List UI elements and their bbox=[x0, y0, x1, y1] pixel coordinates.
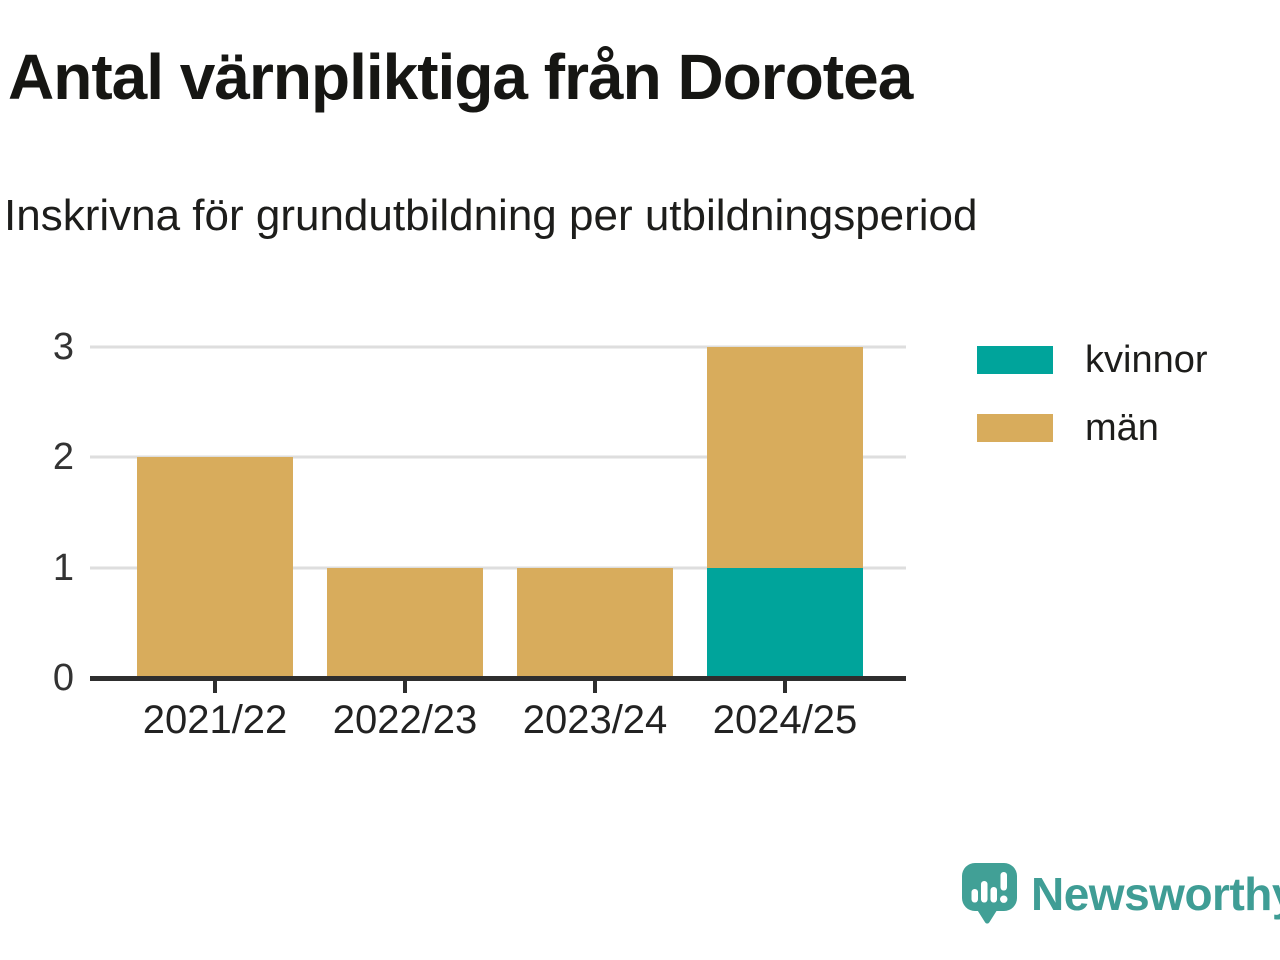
gridline-y1 bbox=[90, 566, 906, 570]
axis-tick-2024/25 bbox=[783, 680, 787, 693]
x-axis-label-2022/23: 2022/23 bbox=[332, 698, 478, 742]
gridline-y3 bbox=[90, 345, 906, 349]
logo-bubble-shape bbox=[962, 863, 1017, 924]
axis-tick-2022/23 bbox=[403, 680, 407, 693]
bar-segment-män-2021/22 bbox=[137, 457, 293, 678]
bar-segment-män-2022/23 bbox=[327, 567, 483, 678]
logo-exclamation-dot bbox=[1000, 895, 1008, 903]
legend-item-kvinnor: kvinnor bbox=[977, 341, 1208, 379]
axis-tick-2021/22 bbox=[213, 680, 217, 693]
plot-area bbox=[90, 345, 906, 693]
legend-item-män: män bbox=[977, 409, 1208, 447]
logo-bar-short bbox=[971, 889, 978, 903]
logo-bar-tall bbox=[981, 881, 988, 903]
legend-swatch-män bbox=[977, 414, 1053, 442]
chart-subtitle: Inskrivna för grundutbildning per utbild… bbox=[4, 191, 978, 240]
bar-chart-bubble-icon bbox=[962, 863, 1017, 924]
legend-swatch-kvinnor bbox=[977, 346, 1053, 374]
bar-segment-kvinnor-2024/25 bbox=[707, 567, 863, 678]
x-axis-label-2021/22: 2021/22 bbox=[142, 698, 288, 742]
logo-exclamation-bar bbox=[1000, 872, 1007, 891]
newsworthy-wordmark: Newsworthy bbox=[1031, 867, 1280, 920]
y-axis-label-2: 2 bbox=[52, 436, 74, 479]
y-axis-label-1: 1 bbox=[52, 546, 74, 589]
x-axis-line bbox=[90, 676, 906, 681]
legend: kvinnor män bbox=[977, 341, 1208, 477]
chart-title: Antal värnpliktiga från Dorotea bbox=[8, 41, 913, 113]
bar-segment-män-2024/25 bbox=[707, 347, 863, 568]
legend-label-kvinnor: kvinnor bbox=[1085, 339, 1208, 381]
logo-bar-medium bbox=[990, 887, 997, 903]
x-axis-label-2024/25: 2024/25 bbox=[712, 698, 858, 742]
newsworthy-logo: Newsworthy bbox=[961, 862, 1280, 925]
bar-segment-män-2023/24 bbox=[517, 567, 673, 678]
gridline-y2 bbox=[90, 455, 906, 459]
legend-label-män: män bbox=[1085, 407, 1159, 449]
x-axis-label-2023/24: 2023/24 bbox=[522, 698, 668, 742]
y-axis-label-0: 0 bbox=[52, 657, 74, 699]
axis-tick-2023/24 bbox=[593, 680, 597, 693]
y-axis-label-3: 3 bbox=[52, 326, 74, 368]
